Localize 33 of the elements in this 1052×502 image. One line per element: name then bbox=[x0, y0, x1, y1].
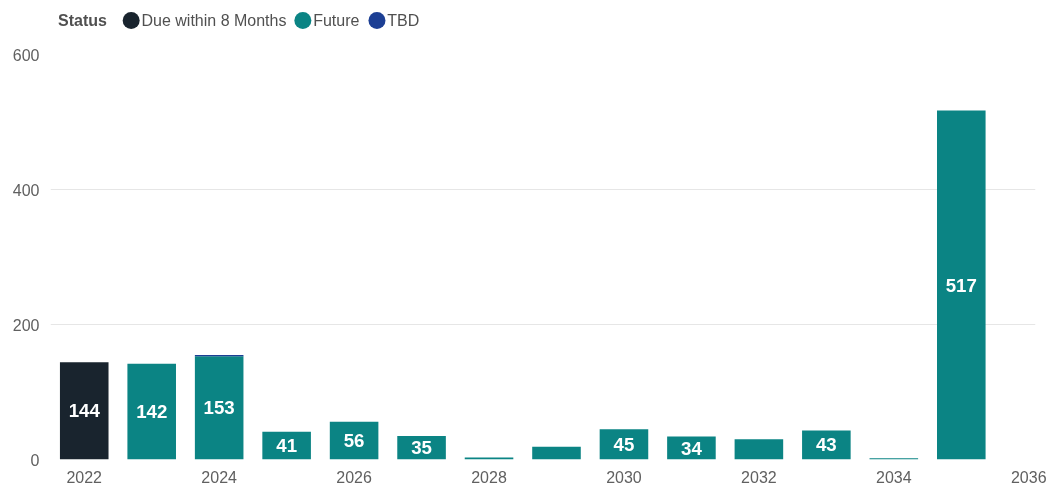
y-tick-label: 400 bbox=[12, 181, 40, 199]
data-label: 41 bbox=[276, 435, 298, 457]
x-tick-label: 2036 bbox=[1010, 468, 1047, 486]
x-tick-label: 2030 bbox=[606, 468, 642, 486]
bar bbox=[937, 110, 986, 460]
y-tick-label: 200 bbox=[12, 316, 40, 334]
x-tick-label: 2034 bbox=[876, 468, 912, 486]
data-label: 144 bbox=[68, 400, 101, 422]
bar bbox=[59, 362, 109, 460]
data-label: 153 bbox=[203, 397, 235, 419]
x-tick-label: 2032 bbox=[741, 468, 777, 486]
x-tick-label: 2028 bbox=[471, 468, 507, 486]
x-tick-label: 2022 bbox=[66, 468, 103, 486]
bar bbox=[127, 363, 176, 460]
legend-label: Future bbox=[313, 12, 360, 29]
data-label: 34 bbox=[681, 437, 703, 459]
y-tick-label: 0 bbox=[30, 451, 40, 469]
legend-label: TBD bbox=[387, 12, 420, 29]
y-tick-label: 600 bbox=[12, 46, 40, 64]
data-label: 35 bbox=[411, 437, 432, 459]
bar bbox=[194, 356, 244, 460]
data-label: 56 bbox=[343, 430, 365, 452]
data-label: 45 bbox=[613, 433, 635, 455]
bar bbox=[464, 457, 514, 460]
x-tick-label: 2026 bbox=[336, 468, 372, 486]
legend-label: Due within 8 Months bbox=[141, 12, 287, 29]
data-label: 517 bbox=[945, 274, 977, 296]
bar bbox=[734, 439, 784, 460]
x-tick-label: 2024 bbox=[201, 468, 238, 486]
data-label: 142 bbox=[136, 401, 168, 423]
data-label: 43 bbox=[815, 434, 837, 456]
bar bbox=[532, 446, 581, 460]
legend-title: Status bbox=[58, 12, 107, 29]
